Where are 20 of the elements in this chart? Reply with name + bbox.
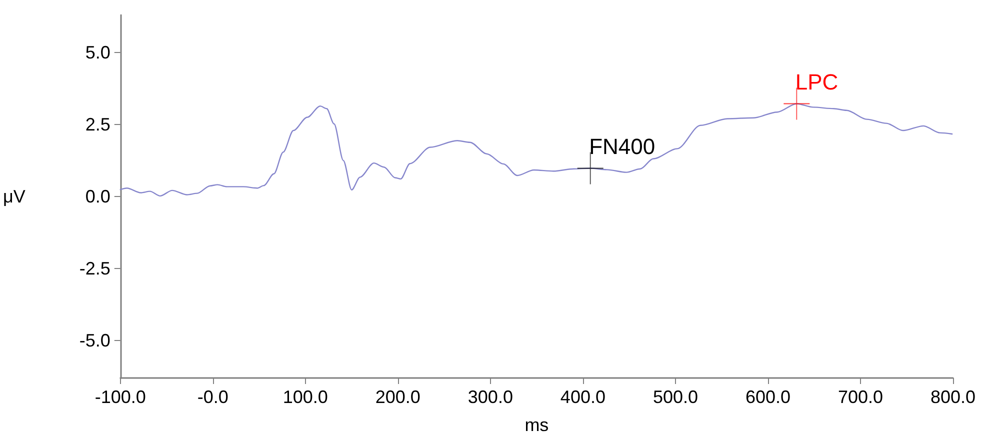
x-tick-label: 100.0 bbox=[282, 387, 328, 407]
x-tick-label: -0.0 bbox=[197, 387, 228, 407]
annotation: LPC bbox=[795, 69, 838, 94]
x-tick-label: 500.0 bbox=[652, 387, 698, 407]
x-tick-label: 300.0 bbox=[468, 387, 513, 407]
annotation: FN400 bbox=[589, 134, 656, 159]
x-tick-label: 800.0 bbox=[930, 387, 976, 407]
x-tick-label: -100.0 bbox=[94, 387, 146, 407]
y-tick-label: 0.0 bbox=[85, 186, 110, 206]
x-axis-title: ms bbox=[524, 415, 549, 435]
y-tick-label: 5.0 bbox=[85, 42, 110, 62]
y-axis-title: μV bbox=[2, 186, 26, 206]
y-tick-label: 2.5 bbox=[85, 114, 110, 134]
x-tick-label: 400.0 bbox=[560, 387, 606, 407]
x-tick-label: 700.0 bbox=[838, 387, 884, 407]
x-tick-label: 600.0 bbox=[745, 387, 790, 407]
line-series bbox=[120, 103, 953, 197]
x-tick-label: 200.0 bbox=[375, 387, 420, 407]
y-tick-label: -5.0 bbox=[79, 330, 110, 351]
y-tick-label: -2.5 bbox=[79, 258, 110, 279]
